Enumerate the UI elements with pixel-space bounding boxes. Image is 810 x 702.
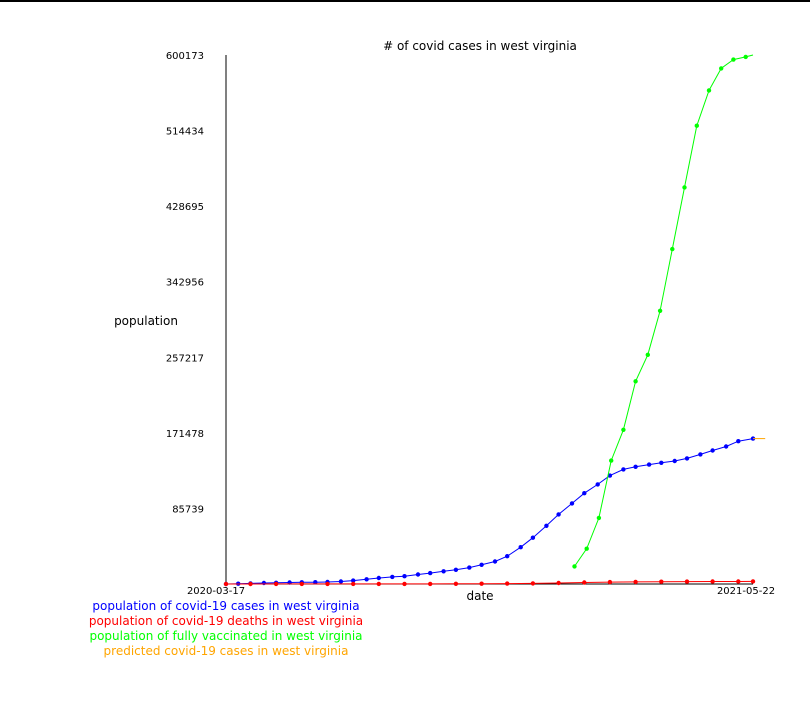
series-0-point-38 [710,448,715,453]
series-2-point-2 [596,515,602,521]
y-tick-label-2: 257217 [166,353,204,364]
series-0-point-14 [402,574,407,579]
series-0-point-37 [698,452,703,457]
series-1-point-21 [750,579,756,584]
y-tick-label-0: 85739 [172,504,204,515]
legend-entry-vaccinated: population of fully vaccinated in west v… [89,629,362,643]
series-0-point-18 [453,567,459,572]
series-2-point-7 [657,308,663,313]
series-1-point-18 [684,579,690,584]
series-0-point-31 [621,467,626,472]
legend-entry-cases: population of covid-19 cases in west vir… [92,599,359,613]
series-0-point-3 [261,580,267,586]
series-1-point-0 [223,581,229,587]
x-tick-label-end: 2021-05-22 [717,586,775,597]
series-1-point-8 [428,581,433,587]
series-0-point-39 [723,444,729,449]
series-line-2 [574,54,754,567]
series-0-point-19 [467,565,472,570]
series-1-point-10 [479,581,484,586]
y-axis-title: population [114,314,178,328]
series-1-point-2 [273,581,279,587]
series-0-point-11 [364,577,369,582]
series-2-point-11 [706,88,712,93]
series-1-point-20 [736,579,741,584]
series-1-point-1 [248,581,253,587]
series-2-point-14 [743,54,748,60]
series-1-point-6 [376,581,381,587]
series-0-point-13 [390,574,395,580]
series-0-point-33 [646,462,652,467]
series-2-point-8 [670,246,675,252]
series-1-point-17 [659,579,664,584]
series-line-1 [226,580,754,585]
series-2-point-10 [694,123,699,128]
series-0-point-15 [415,572,421,577]
series-0-point-26 [556,512,561,517]
series-0-point-21 [492,559,498,564]
series-line-0 [225,438,754,585]
series-0-point-23 [518,545,523,550]
series-0-point-25 [544,523,549,528]
series-0-point-34 [659,460,664,465]
y-tick-labels: 85739 171478 257217 342956 428695 514434 60017… [166,51,204,515]
series-0-point-16 [428,570,433,576]
series-0-point-20 [479,562,484,567]
series-0-point-24 [530,535,536,540]
series-2-point-12 [719,66,724,71]
y-tick-label-6: 600173 [166,51,204,62]
series-1-point-13 [556,580,561,586]
series-0-point-9 [338,579,344,584]
y-tick-label-4: 428695 [166,202,204,213]
series-2-point-0 [572,564,577,569]
series-2-point-6 [645,352,650,357]
y-tick-label-3: 342956 [166,278,204,289]
series-1-point-14 [582,580,587,585]
series-1-point-4 [325,581,330,587]
series-2-point-13 [731,57,736,62]
series-0-point-32 [633,464,638,469]
series-2-point-3 [609,458,614,463]
series-0-point-22 [505,554,510,559]
chart-title: # of covid cases in west virginia [383,39,577,53]
series-1-point-16 [633,579,638,585]
series-1-point-19 [710,579,715,584]
series-0-point-12 [376,575,381,581]
series-1-point-3 [299,581,304,587]
series-0-point-36 [684,456,690,461]
y-tick-label-1: 171478 [166,429,204,440]
series-2-point-1 [584,546,589,551]
series-0-point-10 [351,578,356,583]
series-2-point-9 [682,185,687,190]
legend-entry-deaths: population of covid-19 deaths in west vi… [89,614,363,628]
series-layer [223,54,766,587]
series-0-point-40 [736,439,741,444]
series-0-point-27 [569,501,575,506]
series-1-point-7 [402,581,407,587]
series-0-point-17 [441,569,446,574]
series-2-point-5 [633,379,638,384]
x-tick-label-start: 2020-03-17 [187,586,245,597]
series-0-point-7 [313,580,318,585]
series-1-point-11 [505,581,510,586]
legend-entry-predicted: predicted covid-19 cases in west virgini… [104,644,349,658]
series-0-point-28 [582,491,587,496]
series-0-point-35 [672,458,677,464]
x-axis-title: date [466,589,493,603]
series-0-point-29 [595,482,600,487]
series-1-point-9 [453,581,459,586]
legend: population of covid-19 cases in west vir… [89,599,363,658]
series-1-point-5 [351,581,356,587]
series-0-point-30 [607,473,613,478]
top-border [0,0,810,2]
series-2-point-4 [621,427,626,432]
series-1-point-15 [607,579,613,585]
y-tick-label-5: 514434 [166,127,204,138]
series-1-point-12 [530,581,536,586]
